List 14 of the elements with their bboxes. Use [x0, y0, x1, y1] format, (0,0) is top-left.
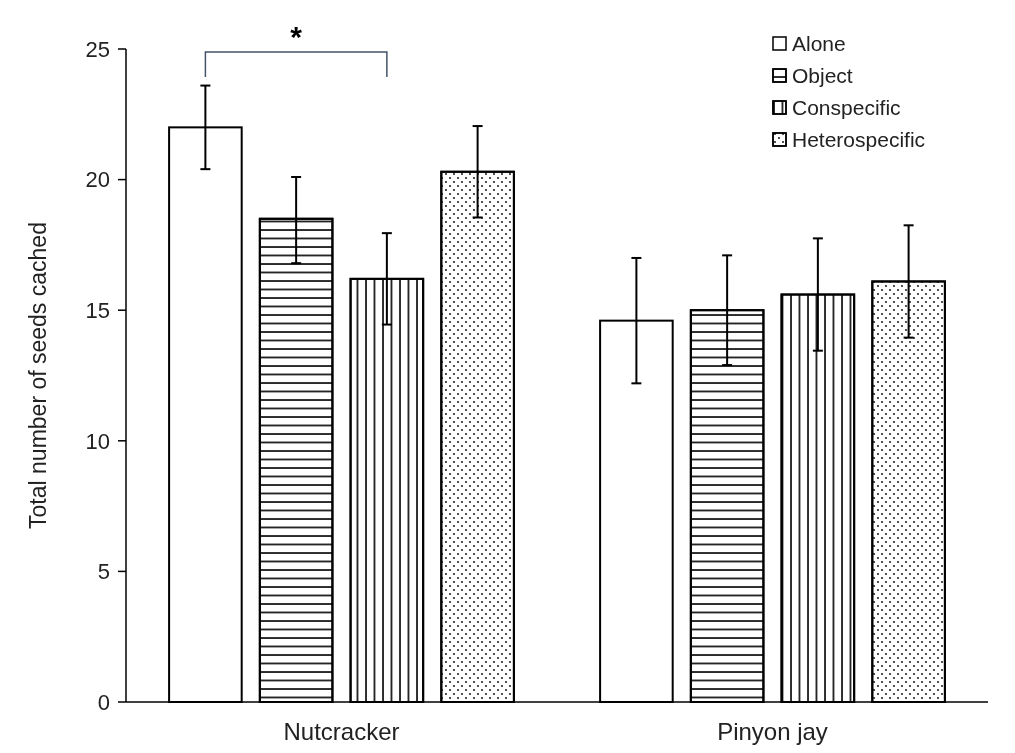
y-tick-label: 10	[85, 428, 110, 454]
y-tick-label: 20	[85, 167, 110, 193]
y-tick-label: 5	[97, 559, 110, 585]
legend-label: Heterospecific	[792, 128, 926, 152]
y-tick-label: 25	[85, 36, 110, 62]
legend-label: Object	[792, 64, 853, 88]
x-tick-label: Nutcracker	[283, 718, 400, 745]
y-axis-title: Total number of seeds cached	[25, 222, 51, 529]
y-tick-label: 15	[85, 297, 110, 323]
y-tick-label: 0	[97, 689, 110, 715]
x-tick-label: Pinyon jay	[717, 718, 828, 745]
legend-label: Alone	[792, 32, 846, 56]
annotation: *	[290, 20, 303, 53]
legend-label: Conspecific	[792, 96, 901, 120]
